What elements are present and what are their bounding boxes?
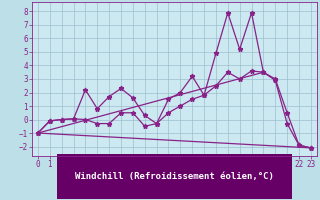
X-axis label: Windchill (Refroidissement éolien,°C): Windchill (Refroidissement éolien,°C) [75,172,274,181]
